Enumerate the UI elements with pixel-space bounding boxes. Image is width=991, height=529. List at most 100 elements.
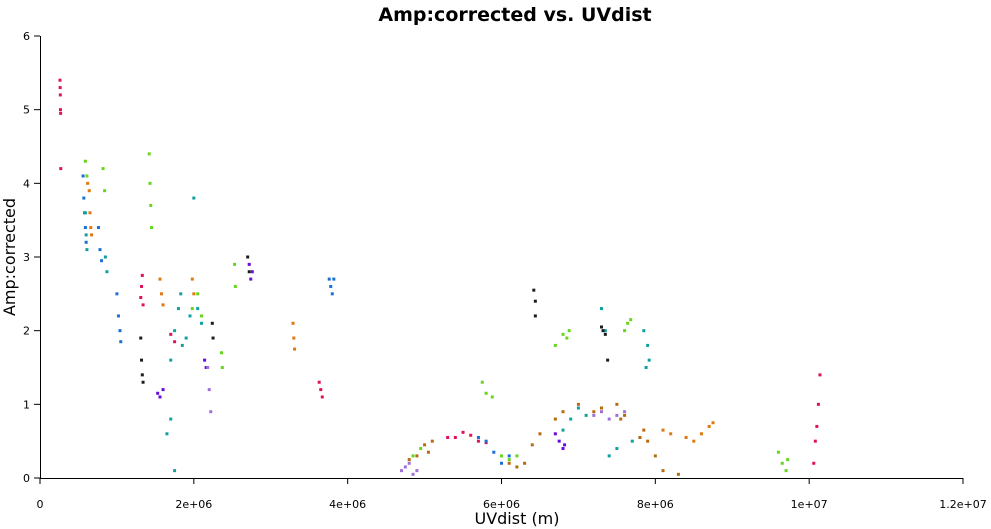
data-point bbox=[780, 461, 784, 465]
data-point bbox=[140, 373, 144, 377]
data-point bbox=[247, 270, 251, 274]
data-point bbox=[642, 428, 646, 432]
data-point bbox=[291, 321, 295, 325]
data-point bbox=[786, 458, 790, 462]
series-3 bbox=[83, 196, 651, 473]
data-point bbox=[646, 343, 650, 347]
axes bbox=[40, 36, 963, 479]
data-point bbox=[669, 432, 673, 436]
data-point bbox=[507, 461, 511, 465]
data-point bbox=[538, 432, 542, 436]
y-ticks: 0 1 2 3 4 5 6 bbox=[23, 30, 40, 485]
data-point bbox=[158, 277, 162, 281]
data-point bbox=[83, 159, 87, 163]
data-point bbox=[561, 410, 565, 414]
data-point bbox=[169, 358, 173, 362]
data-point bbox=[82, 196, 86, 200]
data-point bbox=[204, 366, 208, 369]
data-point bbox=[569, 417, 573, 421]
y-tick-label: 6 bbox=[23, 30, 30, 43]
data-point bbox=[653, 454, 657, 458]
data-point bbox=[84, 240, 88, 244]
data-point bbox=[327, 277, 331, 281]
data-point bbox=[419, 447, 423, 451]
data-point bbox=[148, 181, 152, 185]
data-point bbox=[606, 358, 610, 362]
data-point bbox=[415, 469, 419, 473]
data-point bbox=[646, 439, 650, 443]
data-point bbox=[188, 314, 192, 318]
series-0 bbox=[58, 78, 822, 465]
data-point bbox=[584, 413, 588, 417]
data-point bbox=[89, 226, 93, 230]
data-point bbox=[103, 189, 107, 193]
data-point bbox=[165, 432, 169, 436]
series-1 bbox=[81, 174, 511, 465]
data-point bbox=[553, 432, 557, 436]
data-point bbox=[332, 277, 336, 281]
data-point bbox=[603, 329, 607, 333]
series-8 bbox=[206, 366, 627, 476]
data-point bbox=[192, 292, 196, 296]
data-point bbox=[601, 329, 605, 333]
data-point bbox=[515, 465, 519, 469]
data-point bbox=[88, 211, 92, 215]
data-point bbox=[116, 314, 120, 318]
data-point bbox=[139, 296, 143, 300]
data-point bbox=[206, 366, 210, 369]
data-point bbox=[684, 435, 688, 439]
y-tick-label: 3 bbox=[23, 251, 30, 264]
x-ticks: 0 2e+06 4e+06 6e+06 8e+06 1e+07 1.2e+07 bbox=[37, 478, 987, 511]
data-point bbox=[247, 262, 251, 266]
data-point bbox=[638, 435, 642, 439]
chart-title: Amp:corrected vs. UVdist bbox=[378, 4, 651, 26]
data-point bbox=[461, 430, 465, 434]
data-point bbox=[140, 284, 144, 288]
y-axis-label: Amp:corrected bbox=[0, 198, 19, 316]
data-point bbox=[661, 469, 665, 473]
data-point bbox=[411, 472, 415, 476]
data-point bbox=[200, 321, 204, 325]
y-tick-label: 5 bbox=[23, 104, 30, 117]
data-point bbox=[140, 358, 144, 362]
data-point bbox=[692, 439, 696, 443]
data-point bbox=[158, 395, 162, 399]
data-point bbox=[784, 469, 788, 473]
data-point bbox=[211, 336, 215, 340]
data-point bbox=[699, 432, 703, 436]
data-point bbox=[320, 395, 324, 399]
y-tick-label: 1 bbox=[23, 398, 30, 411]
data-point bbox=[173, 469, 177, 473]
data-point bbox=[86, 181, 90, 185]
data-point bbox=[607, 454, 611, 458]
data-point bbox=[453, 435, 457, 439]
data-point bbox=[192, 196, 196, 200]
data-point bbox=[607, 417, 611, 421]
data-point bbox=[58, 86, 62, 90]
data-point bbox=[190, 277, 194, 281]
data-point bbox=[210, 321, 214, 325]
data-point bbox=[576, 406, 580, 410]
data-point bbox=[141, 303, 145, 307]
y-tick-label: 4 bbox=[23, 177, 30, 190]
data-point bbox=[553, 417, 557, 421]
data-point bbox=[220, 351, 224, 355]
data-point bbox=[149, 203, 153, 207]
data-point bbox=[603, 332, 607, 336]
data-point bbox=[561, 332, 565, 336]
data-point bbox=[515, 454, 519, 458]
data-point bbox=[249, 277, 253, 281]
data-point bbox=[105, 270, 109, 274]
series-7 bbox=[407, 402, 680, 476]
data-point bbox=[530, 443, 534, 447]
data-point bbox=[615, 402, 619, 406]
data-point bbox=[630, 439, 634, 443]
data-point bbox=[400, 469, 404, 473]
data-point bbox=[711, 421, 715, 425]
data-point bbox=[565, 336, 569, 340]
data-point bbox=[233, 284, 237, 288]
data-point bbox=[430, 439, 434, 443]
data-point bbox=[644, 366, 648, 369]
data-point bbox=[484, 391, 488, 395]
data-point bbox=[58, 93, 62, 97]
